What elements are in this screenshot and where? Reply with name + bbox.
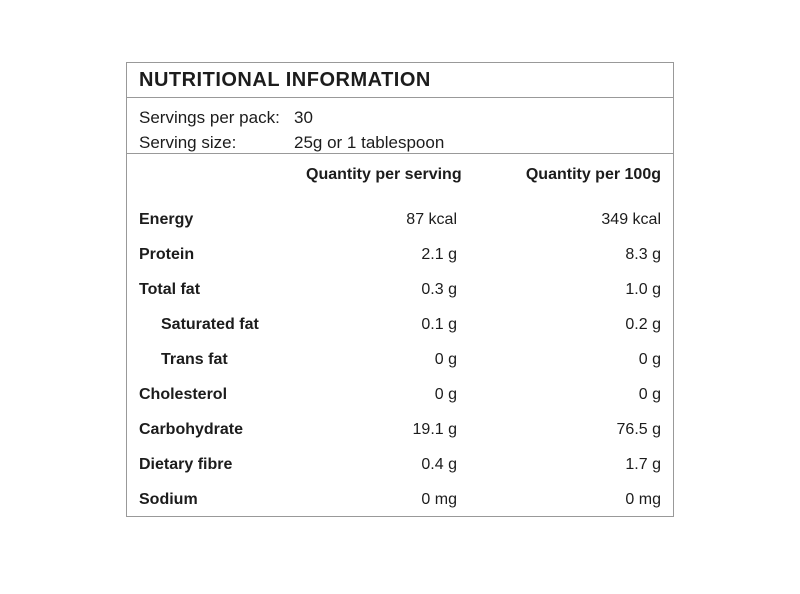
nutrient-per-serving-value: 0 mg [421,490,457,508]
servings-per-pack-value: 30 [294,108,313,127]
nutrient-per-100g-value: 349 kcal [601,210,661,228]
nutrient-per-serving-value: 0.1 g [421,315,457,333]
nutrient-per-100g-value: 0.2 g [625,315,661,333]
nutrient-name: Total fat [139,280,201,298]
serving-size-label: Serving size: [139,133,237,152]
table-row: Protein 2.1 g 8.3 g [139,237,661,272]
serving-size-row: Serving size: 25g or 1 tablespoon [139,130,661,155]
page-title: NUTRITIONAL INFORMATION [139,68,431,91]
nutrient-rows: Energy 87 kcal 349 kcal Protein 2.1 g 8.… [139,202,661,517]
nutrient-per-serving-value: 0.4 g [421,455,457,473]
table-row: Saturated fat 0.1 g 0.2 g [139,307,661,342]
nutrient-per-100g-value: 8.3 g [625,245,661,263]
nutrient-per-serving-value: 2.1 g [421,245,457,263]
nutrient-name: Dietary fibre [139,455,233,473]
table-row: Sodium 0 mg 0 mg [139,482,661,517]
nutrient-per-serving-value: 0 g [434,385,457,403]
nutrition-label: NUTRITIONAL INFORMATION Servings per pac… [126,62,674,517]
table-row: Dietary fibre 0.4 g 1.7 g [139,447,661,482]
nutrient-name: Cholesterol [139,385,228,403]
table-header-row: Quantity per serving Quantity per 100g [139,164,661,186]
table-row: Trans fat 0 g 0 g [139,342,661,377]
nutrient-name: Energy [139,210,194,228]
title-section: NUTRITIONAL INFORMATION [127,63,673,98]
nutrient-name: Protein [139,245,195,263]
table-row: Energy 87 kcal 349 kcal [139,202,661,237]
column-header-per-100g: Quantity per 100g [525,166,661,183]
table-row: Cholesterol 0 g 0 g [139,377,661,412]
nutrient-per-100g-value: 1.7 g [625,455,661,473]
nutrient-table: Quantity per serving Quantity per 100g E… [127,154,673,517]
nutrient-per-100g-value: 0 g [638,385,661,403]
table-row: Carbohydrate 19.1 g 76.5 g [139,412,661,447]
nutrient-name: Carbohydrate [139,420,244,438]
nutrient-per-100g-value: 0 mg [625,490,661,508]
column-header-per-serving: Quantity per serving [306,166,462,183]
nutrient-per-100g-value: 0 g [638,350,661,368]
nutrient-per-100g-value: 76.5 g [616,420,661,438]
nutrient-name: Trans fat [161,350,228,368]
nutrient-per-100g-value: 1.0 g [625,280,661,298]
serving-section: Servings per pack: 30 Serving size: 25g … [127,98,673,154]
nutrient-name: Sodium [139,490,198,508]
nutrient-name: Saturated fat [161,315,259,333]
table-row: Total fat 0.3 g 1.0 g [139,272,661,307]
servings-per-pack-label: Servings per pack: [139,108,280,127]
nutrient-per-serving-value: 0 g [434,350,457,368]
nutrient-per-serving-value: 19.1 g [412,420,457,438]
serving-size-value: 25g or 1 tablespoon [294,133,445,152]
servings-per-pack-row: Servings per pack: 30 [139,105,661,130]
nutrient-per-serving-value: 0.3 g [421,280,457,298]
nutrient-per-serving-value: 87 kcal [406,210,457,228]
